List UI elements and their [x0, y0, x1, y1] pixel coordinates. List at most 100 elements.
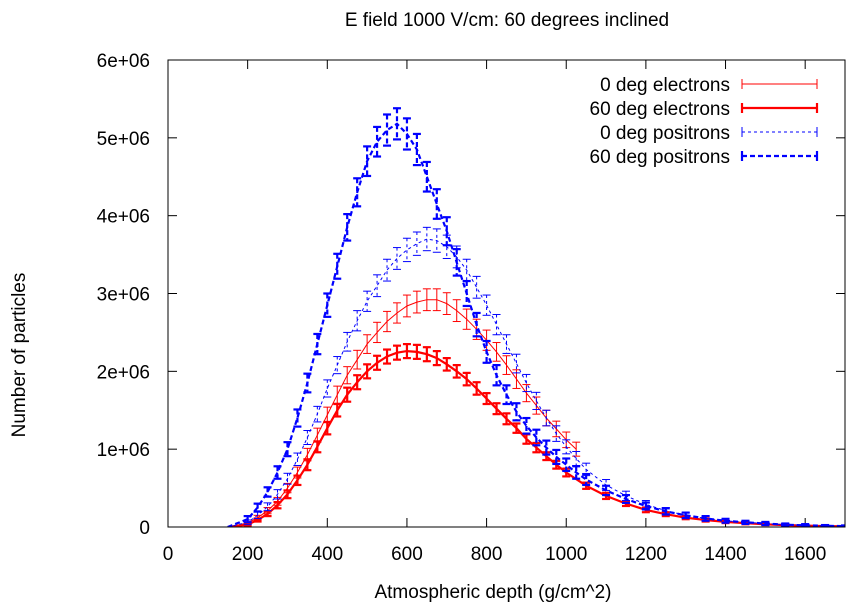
error-bar	[552, 448, 561, 466]
error-bar	[562, 457, 571, 473]
error-bar	[602, 484, 611, 497]
error-bar	[412, 343, 421, 360]
error-bar	[482, 392, 491, 406]
error-bar	[253, 502, 262, 513]
error-bar	[432, 349, 441, 367]
error-bar	[383, 258, 392, 282]
error-bar	[283, 441, 292, 458]
error-bar	[522, 373, 531, 393]
legend-label: 0 deg positrons	[600, 123, 730, 144]
y-axis-label: Number of particles	[9, 273, 30, 438]
error-bar	[363, 145, 372, 178]
error-bar	[402, 294, 411, 318]
error-bar	[313, 332, 322, 356]
error-bar	[472, 275, 481, 299]
error-bar	[472, 311, 481, 338]
series-line	[227, 238, 845, 527]
error-bar	[273, 489, 282, 500]
error-bar	[542, 439, 551, 456]
x-tick-label: 600	[391, 544, 423, 565]
x-axis-label: Atmospheric depth (g/cm^2)	[374, 582, 611, 603]
plot-frame	[167, 59, 846, 528]
error-bar	[492, 364, 501, 387]
error-bar	[263, 486, 272, 498]
error-bar	[552, 425, 561, 442]
error-bar	[323, 420, 332, 436]
error-bar	[701, 515, 710, 522]
legend-label: 0 deg electrons	[600, 75, 730, 96]
error-bar	[313, 405, 322, 423]
error-bar	[243, 515, 252, 524]
y-tick-label: 0	[139, 518, 150, 539]
series-3	[227, 107, 845, 527]
error-bar	[333, 402, 342, 418]
error-bar	[293, 408, 302, 428]
error-bar	[273, 500, 282, 510]
error-bar	[452, 248, 461, 277]
error-bar	[472, 381, 481, 396]
error-bar	[313, 440, 322, 454]
error-bar	[373, 321, 382, 344]
y-tick-label: 6e+06	[97, 51, 150, 72]
error-bar	[442, 292, 451, 316]
error-bar	[402, 237, 411, 263]
x-tick-label: 200	[232, 544, 264, 565]
error-bar	[492, 342, 501, 362]
error-bar	[283, 472, 292, 485]
y-tick-label: 5e+06	[97, 129, 150, 150]
x-tick-label: 1200	[625, 544, 667, 565]
error-bar	[303, 429, 312, 445]
error-bar	[432, 188, 441, 220]
legend-label: 60 deg electrons	[590, 99, 731, 120]
error-bar	[333, 252, 342, 280]
legend-entry: 0 deg positrons	[600, 123, 818, 144]
error-bar	[572, 465, 581, 480]
error-bar	[343, 331, 352, 352]
error-bar	[263, 502, 272, 512]
legend-entry: 60 deg electrons	[590, 99, 819, 120]
error-bar	[582, 472, 591, 487]
error-bar	[532, 428, 541, 447]
x-tick-label: 0	[163, 544, 174, 565]
error-bar	[422, 288, 431, 312]
x-tick-label: 1000	[545, 544, 587, 565]
error-bar	[283, 489, 292, 500]
legend: 0 deg electrons 60 deg electrons 0 deg pos…	[590, 75, 819, 168]
error-bar	[542, 409, 551, 427]
y-tick-label: 2e+06	[97, 362, 150, 383]
error-bar	[343, 213, 352, 242]
error-bar	[532, 391, 541, 410]
error-bar	[303, 372, 312, 394]
error-bar	[373, 125, 382, 158]
error-bar	[373, 354, 382, 371]
error-bar	[761, 520, 770, 527]
error-bar	[392, 107, 401, 141]
error-bar	[412, 132, 421, 167]
error-bar	[383, 348, 392, 365]
error-bar	[482, 339, 491, 364]
legend-label: 60 deg positrons	[590, 147, 731, 168]
error-bar	[661, 507, 670, 516]
series-2	[227, 226, 845, 527]
error-bar	[323, 292, 332, 318]
error-bar	[482, 294, 491, 316]
error-bar	[721, 517, 730, 524]
error-bar	[821, 523, 830, 527]
error-bar	[442, 357, 451, 372]
error-bar	[392, 302, 401, 324]
error-bar	[392, 247, 401, 270]
error-bar	[452, 299, 461, 323]
error-bar	[353, 310, 362, 332]
error-bar	[373, 274, 382, 298]
error-bar	[402, 117, 411, 151]
error-bar	[522, 416, 531, 435]
error-bar	[512, 402, 521, 422]
series-1	[227, 342, 845, 527]
error-bar	[781, 522, 790, 527]
error-bar	[452, 364, 461, 379]
error-bar	[392, 344, 401, 361]
error-bar	[502, 334, 511, 354]
error-bar	[353, 177, 362, 208]
error-bar	[353, 349, 362, 370]
series-line	[227, 299, 577, 527]
